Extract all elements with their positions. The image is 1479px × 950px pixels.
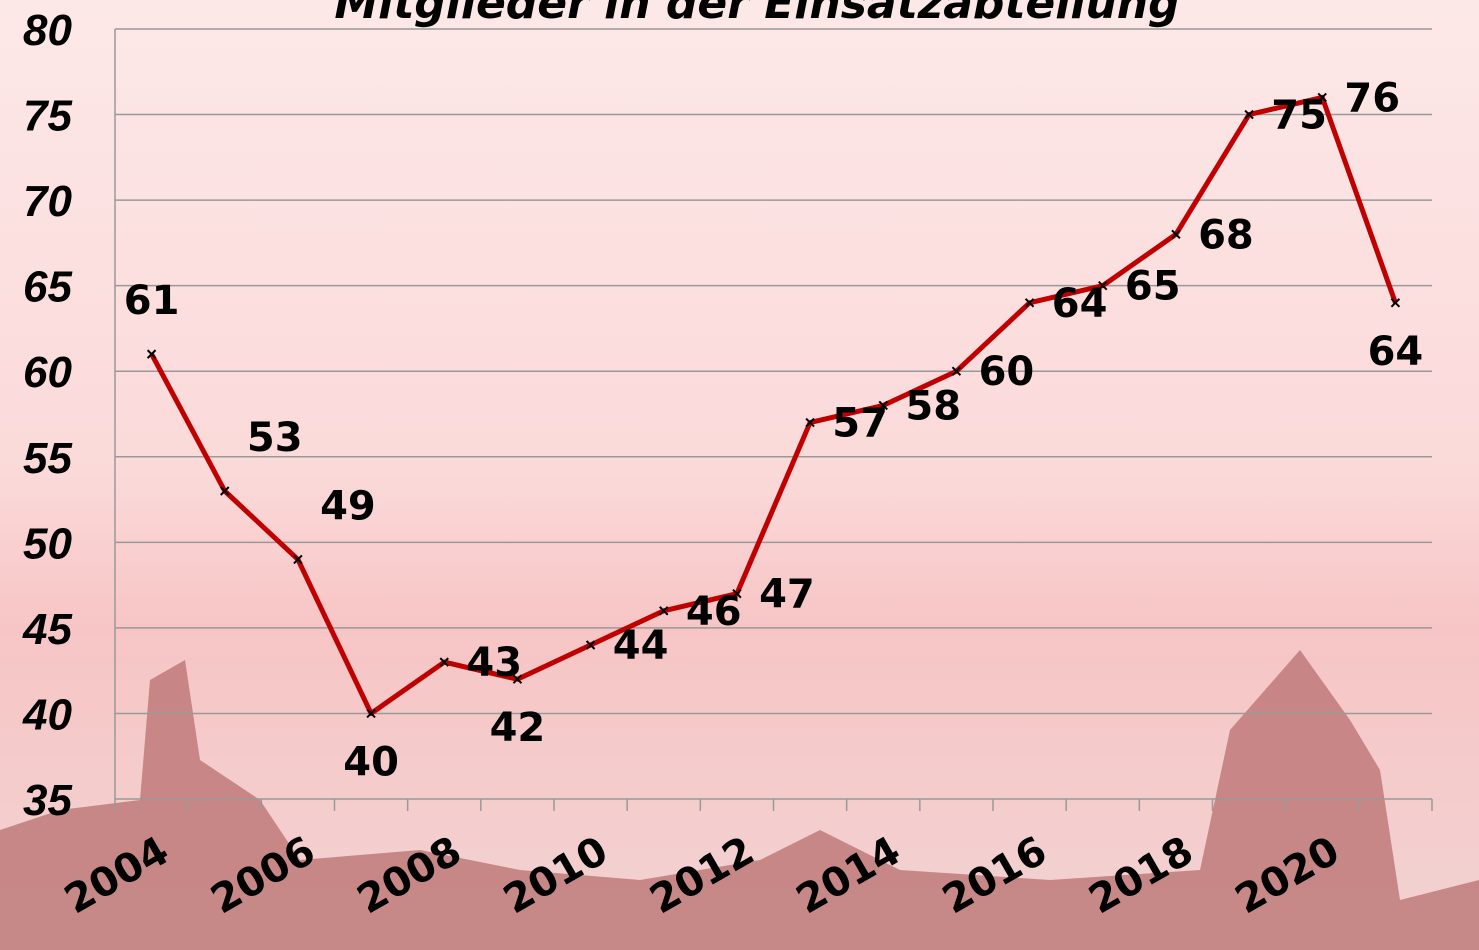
data-point bbox=[732, 588, 742, 599]
value-label: 42 bbox=[490, 705, 546, 751]
data-point bbox=[878, 400, 888, 411]
value-label: 76 bbox=[1344, 75, 1400, 121]
town-silhouette bbox=[0, 650, 1479, 950]
data-point bbox=[659, 606, 669, 616]
value-label: 40 bbox=[343, 739, 399, 785]
y-tick-label: 50 bbox=[23, 519, 72, 568]
value-label: 61 bbox=[124, 278, 180, 324]
value-label: 60 bbox=[979, 349, 1035, 395]
data-point bbox=[366, 708, 376, 719]
value-label: 75 bbox=[1271, 93, 1327, 139]
data-point bbox=[1244, 109, 1254, 120]
y-tick-label: 75 bbox=[23, 92, 72, 141]
value-label: 46 bbox=[686, 589, 742, 635]
value-label: 64 bbox=[1368, 329, 1424, 375]
data-point bbox=[512, 674, 523, 684]
value-label: 65 bbox=[1125, 264, 1181, 310]
value-label: 68 bbox=[1198, 212, 1254, 258]
data-point bbox=[1024, 298, 1035, 308]
value-label: 58 bbox=[905, 383, 961, 429]
y-tick-label: 40 bbox=[22, 690, 72, 739]
value-label: 47 bbox=[759, 572, 815, 618]
value-label: 43 bbox=[466, 640, 522, 686]
data-point bbox=[1171, 229, 1181, 240]
y-tick-label: 70 bbox=[23, 177, 72, 226]
value-label: 49 bbox=[320, 483, 376, 529]
data-point bbox=[220, 486, 230, 496]
data-point bbox=[1098, 280, 1108, 291]
data-point bbox=[805, 417, 815, 428]
value-label: 53 bbox=[247, 415, 303, 461]
data-point bbox=[146, 349, 157, 359]
y-tick-label: 60 bbox=[23, 348, 72, 397]
data-point bbox=[951, 366, 962, 376]
value-label: 57 bbox=[832, 401, 888, 447]
data-point bbox=[585, 640, 596, 650]
data-point bbox=[1317, 92, 1327, 103]
y-tick-label: 35 bbox=[23, 776, 72, 825]
y-tick-label: 65 bbox=[23, 263, 72, 312]
data-point bbox=[439, 657, 449, 667]
chart-title: Mitglieder in der Einsatzabteilung bbox=[334, 0, 1179, 29]
data-point bbox=[293, 554, 303, 565]
value-label: 64 bbox=[1052, 281, 1108, 327]
y-tick-label: 55 bbox=[23, 434, 72, 483]
value-label: 44 bbox=[613, 623, 669, 669]
data-line bbox=[149, 94, 1398, 716]
data-point bbox=[1390, 298, 1401, 308]
y-tick-label: 45 bbox=[22, 605, 72, 654]
y-tick-label: 80 bbox=[23, 6, 72, 55]
